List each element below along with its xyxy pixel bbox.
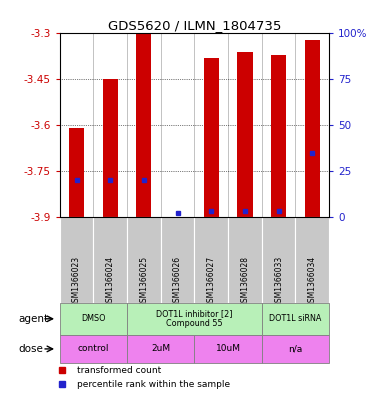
FancyBboxPatch shape — [60, 334, 127, 363]
Text: DMSO: DMSO — [81, 314, 105, 323]
FancyBboxPatch shape — [127, 303, 262, 334]
Text: control: control — [78, 344, 109, 353]
Text: GSM1366024: GSM1366024 — [106, 256, 115, 307]
FancyBboxPatch shape — [127, 334, 194, 363]
FancyBboxPatch shape — [228, 217, 262, 303]
FancyBboxPatch shape — [194, 334, 262, 363]
Bar — [103, 79, 118, 217]
FancyBboxPatch shape — [60, 217, 93, 303]
Text: DOT1L inhibitor [2]
Compound 55: DOT1L inhibitor [2] Compound 55 — [156, 309, 233, 329]
Text: 2uM: 2uM — [151, 344, 170, 353]
FancyBboxPatch shape — [161, 217, 194, 303]
Bar — [238, 52, 253, 217]
Text: 10uM: 10uM — [216, 344, 241, 353]
FancyBboxPatch shape — [127, 217, 161, 303]
Text: GSM1366027: GSM1366027 — [207, 256, 216, 307]
Text: dose: dose — [18, 344, 43, 354]
Bar — [305, 40, 320, 217]
FancyBboxPatch shape — [262, 334, 329, 363]
Text: percentile rank within the sample: percentile rank within the sample — [77, 380, 230, 389]
Bar — [136, 33, 151, 217]
Text: GSM1366033: GSM1366033 — [274, 256, 283, 307]
FancyBboxPatch shape — [296, 217, 329, 303]
Bar — [271, 55, 286, 217]
FancyBboxPatch shape — [93, 217, 127, 303]
Text: GSM1366026: GSM1366026 — [173, 256, 182, 307]
FancyBboxPatch shape — [262, 303, 329, 334]
FancyBboxPatch shape — [262, 217, 296, 303]
Text: GSM1366028: GSM1366028 — [241, 256, 249, 307]
Text: DOT1L siRNA: DOT1L siRNA — [269, 314, 322, 323]
Text: n/a: n/a — [288, 344, 303, 353]
FancyBboxPatch shape — [194, 217, 228, 303]
Text: agent: agent — [18, 314, 48, 324]
Text: transformed count: transformed count — [77, 366, 161, 375]
Bar — [204, 58, 219, 217]
Text: GSM1366023: GSM1366023 — [72, 256, 81, 307]
Text: GSM1366025: GSM1366025 — [139, 256, 148, 307]
Bar — [69, 128, 84, 217]
Title: GDS5620 / ILMN_1804735: GDS5620 / ILMN_1804735 — [108, 19, 281, 32]
Text: GSM1366034: GSM1366034 — [308, 256, 317, 307]
FancyBboxPatch shape — [60, 303, 127, 334]
